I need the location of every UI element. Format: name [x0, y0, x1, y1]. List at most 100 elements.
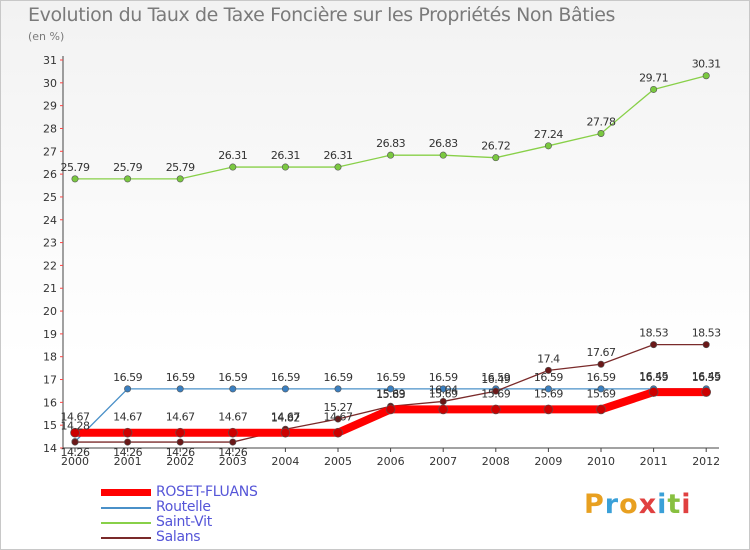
y-tick-label: 25 [43, 191, 57, 204]
data-label: 16.59 [166, 371, 195, 384]
data-point [439, 385, 447, 393]
data-label: 16.59 [639, 371, 668, 384]
data-label: 16.59 [271, 371, 300, 384]
x-tick-label: 2000 [61, 455, 89, 468]
data-point [124, 385, 132, 393]
y-tick-label: 18 [43, 351, 57, 364]
y-tick-label: 22 [43, 259, 57, 272]
data-label: 29.71 [639, 71, 668, 84]
legend-label: ROSET-FLUANS [156, 484, 258, 500]
y-tick-label: 16 [43, 396, 57, 409]
data-label: 14.26 [218, 446, 247, 459]
data-point [124, 438, 132, 446]
chart-title: Evolution du Taux de Taxe Foncière sur l… [28, 4, 616, 26]
x-tick-label: 2011 [640, 455, 668, 468]
data-label: 26.31 [324, 149, 353, 162]
y-tick-label: 29 [43, 100, 57, 113]
data-point [176, 438, 184, 446]
data-label: 16.59 [429, 371, 458, 384]
data-point [281, 385, 289, 393]
data-label: 16.59 [587, 371, 616, 384]
x-tick-label: 2007 [429, 455, 457, 468]
y-tick-label: 28 [43, 122, 57, 135]
data-label: 14.26 [113, 446, 142, 459]
y-tick-label: 27 [43, 145, 57, 158]
data-label: 16.49 [481, 373, 510, 386]
data-point [650, 341, 658, 349]
data-label: 15.69 [481, 387, 510, 400]
data-label: 15.69 [429, 387, 458, 400]
data-label: 14.26 [166, 446, 195, 459]
data-point [229, 163, 237, 171]
data-label: 26.72 [481, 140, 510, 153]
data-point [702, 341, 710, 349]
data-point [229, 438, 237, 446]
data-point [334, 163, 342, 171]
data-point [228, 427, 238, 438]
data-point [544, 142, 552, 150]
logo-letter: P [584, 489, 605, 520]
data-label: 26.83 [376, 137, 405, 150]
y-tick-label: 23 [43, 237, 57, 250]
legend-swatch-salans [101, 537, 151, 539]
data-label: 15.69 [534, 387, 563, 400]
data-label: 26.31 [271, 149, 300, 162]
data-label: 17.4 [537, 352, 560, 365]
x-tick-label: 2012 [692, 455, 720, 468]
data-point [648, 387, 659, 397]
data-label: 14.82 [271, 411, 300, 424]
data-label: 27.78 [587, 115, 616, 128]
data-label: 14.67 [218, 411, 247, 424]
data-point [702, 72, 710, 80]
data-point [490, 404, 501, 415]
data-point [122, 427, 133, 438]
y-tick-label: 31 [43, 54, 57, 67]
data-label: 18.53 [692, 327, 721, 340]
data-label: 27.24 [534, 128, 563, 141]
data-point [281, 163, 289, 171]
x-tick-label: 2009 [534, 455, 562, 468]
data-point [387, 385, 395, 393]
logo-letter: x [638, 489, 658, 520]
data-label: 25.79 [61, 161, 90, 174]
data-point [176, 385, 184, 393]
data-label: 26.31 [218, 149, 247, 162]
legend-swatch-saint-vit [101, 522, 151, 524]
data-point [650, 85, 658, 93]
y-tick-label: 20 [43, 305, 57, 318]
y-tick-label: 21 [43, 282, 57, 295]
data-label: 14.67 [166, 411, 195, 424]
y-tick-label: 19 [43, 328, 57, 341]
data-label: 16.59 [324, 371, 353, 384]
data-label: 16.59 [481, 371, 510, 384]
data-label: 17.67 [587, 346, 616, 359]
y-tick-label: 14 [43, 442, 57, 455]
data-label: 14.67 [271, 411, 300, 424]
x-tick-label: 2001 [114, 455, 142, 468]
legend-label: Routelle [156, 499, 211, 515]
logo-letter: r [604, 489, 620, 520]
data-label: 25.79 [113, 161, 142, 174]
data-label: 18.53 [639, 327, 668, 340]
data-point [334, 415, 342, 423]
y-tick-label: 30 [43, 77, 57, 90]
data-label: 14.28 [61, 420, 90, 433]
data-label: 14.67 [113, 411, 142, 424]
x-tick-label: 2006 [377, 455, 405, 468]
data-point [280, 427, 291, 438]
data-point [597, 360, 605, 368]
data-point [597, 129, 605, 137]
data-label: 16.59 [218, 371, 247, 384]
data-label: 15.69 [376, 387, 405, 400]
data-point [70, 427, 80, 438]
logo-letter: o [619, 489, 639, 520]
data-point [124, 175, 132, 183]
data-label: 14.67 [324, 411, 353, 424]
legend-swatch-roset-fluans [101, 489, 151, 496]
y-tick-label: 17 [43, 374, 57, 387]
data-point [438, 404, 449, 415]
data-point [175, 427, 185, 438]
x-tick-label: 2008 [482, 455, 510, 468]
logo-letter: t [667, 489, 682, 520]
